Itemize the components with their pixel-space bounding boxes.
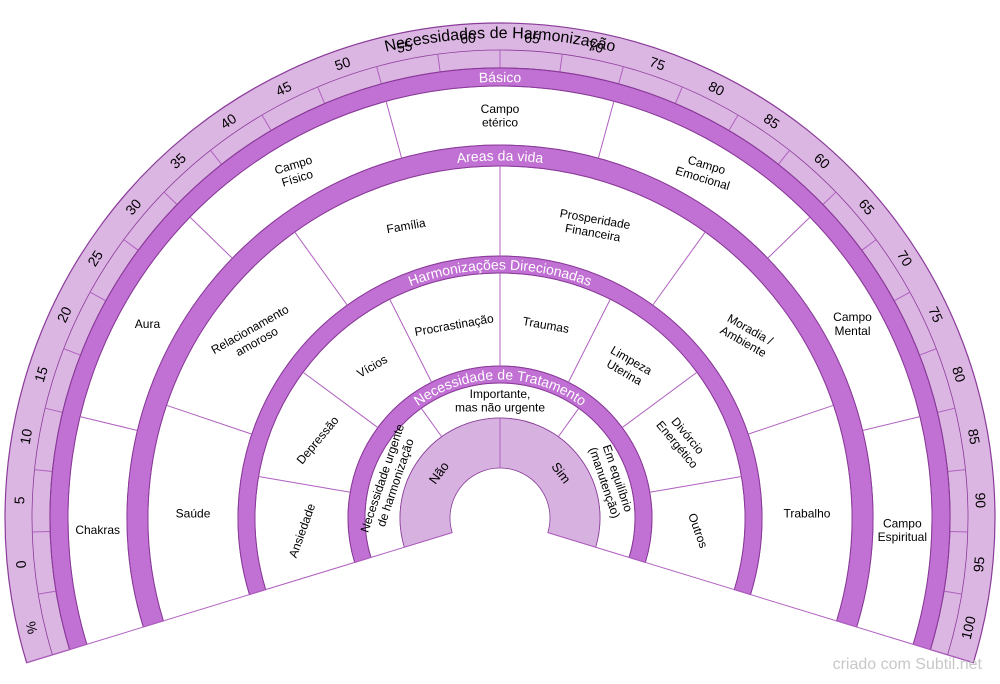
scale-divider <box>822 191 837 205</box>
ring-2-divider <box>748 404 834 435</box>
scale-divider <box>38 590 57 595</box>
scale-tick-label: 100 <box>958 614 979 641</box>
fan-edge-left <box>26 532 453 664</box>
scale-divider <box>618 66 624 85</box>
scale-divider <box>317 86 326 104</box>
band-basico-label: Básico <box>478 69 521 85</box>
band-areas-da-vida-label: Areas da vida <box>456 147 545 166</box>
ring-3-divider <box>258 476 351 493</box>
ring-1-area <box>50 68 951 650</box>
scale-tick-label: 15 <box>31 364 51 384</box>
scale-divider <box>63 348 81 356</box>
ring-2-item: Saúde <box>176 507 211 521</box>
scale-tick-label: 50 <box>333 53 353 73</box>
scale-divider <box>163 191 178 205</box>
scale-divider <box>437 54 441 73</box>
scale-tick-label: 80 <box>706 78 727 99</box>
scale-tick-label: 60 <box>460 30 477 47</box>
scale-tick-label: 90 <box>972 492 989 508</box>
scale-tick-label: 65 <box>524 30 541 47</box>
ring-2-item: Trabalho <box>784 507 831 521</box>
ring-4-divider <box>420 408 443 438</box>
ring-2-item: Família <box>385 216 426 237</box>
ring-1-item: Campo etérico <box>481 102 520 130</box>
ring-1-divider <box>597 101 615 159</box>
scale-tick-label: 20 <box>54 304 75 325</box>
ring-4-area <box>365 382 635 558</box>
scale-tick-label: 70 <box>894 247 916 269</box>
scale-tick-label: 85 <box>965 428 983 446</box>
ring-1-divider <box>862 416 921 431</box>
ring-3-divider <box>567 298 611 383</box>
scale-divider <box>210 149 223 165</box>
ring-2-divider <box>652 231 706 306</box>
scale-tick-label: 75 <box>647 53 667 73</box>
ring-1-item: Aura <box>135 317 161 331</box>
scale-divider <box>728 114 739 131</box>
fan-edge-right <box>547 532 974 664</box>
ring-3-divider <box>621 371 698 428</box>
scale-tick-label: 25 <box>84 247 106 269</box>
ring-1-divider <box>385 101 403 159</box>
ring-1-item: Campo Mental <box>833 310 872 338</box>
scale-divider <box>32 530 51 533</box>
scale-tick-label: % <box>22 620 40 636</box>
ring-4-divider <box>557 408 580 438</box>
scale-tick-label: 45 <box>273 78 294 99</box>
scale-tick-label: 5 <box>11 496 27 505</box>
ring-3-divider <box>389 298 433 383</box>
ring-1-divider <box>79 416 138 431</box>
scale-tick-label: 55 <box>395 37 414 56</box>
scale-divider <box>937 407 956 413</box>
ring-2-area <box>148 166 852 621</box>
scale-divider <box>261 114 272 131</box>
credit-text: criado com Subtil.net <box>832 656 982 673</box>
scale-divider <box>949 530 968 533</box>
ring-1-item: Chakras <box>75 523 120 537</box>
scale-tick-label: 10 <box>17 427 35 445</box>
scale-tick-label: 40 <box>217 110 239 132</box>
scale-tick-label: 75 <box>925 304 946 325</box>
scale-divider <box>376 66 382 85</box>
ring-3-divider <box>302 371 379 428</box>
ring-1-divider <box>189 216 233 259</box>
ring-2-divider <box>166 404 252 435</box>
scale-divider <box>89 291 107 302</box>
scale-divider <box>44 407 63 413</box>
scale-tick-label: 95 <box>970 556 987 573</box>
scale-divider <box>559 54 563 73</box>
scale-tick-label: 70 <box>586 37 605 56</box>
scale-divider <box>123 239 139 251</box>
ring-3-area <box>255 273 745 590</box>
scale-tick-label: 85 <box>761 110 783 132</box>
center-ring <box>399 417 601 548</box>
scale-divider <box>861 239 877 251</box>
ring-2-divider <box>294 231 348 306</box>
scale-divider <box>674 86 683 104</box>
ring-3-divider <box>649 476 742 493</box>
ring-1-item: Campo Espiritual <box>878 516 927 544</box>
scale-divider <box>919 348 937 356</box>
scale-divider <box>943 590 962 595</box>
scale-divider <box>947 469 966 473</box>
scale-divider <box>893 291 911 302</box>
ring-4-item: Importante, mas não urgente <box>455 387 545 415</box>
scale-divider <box>34 469 53 473</box>
scale-divider <box>777 149 790 165</box>
scale-tick-label: 0 <box>13 560 30 570</box>
scale-tick-label: 80 <box>949 364 969 384</box>
ring-1-divider <box>767 216 811 259</box>
